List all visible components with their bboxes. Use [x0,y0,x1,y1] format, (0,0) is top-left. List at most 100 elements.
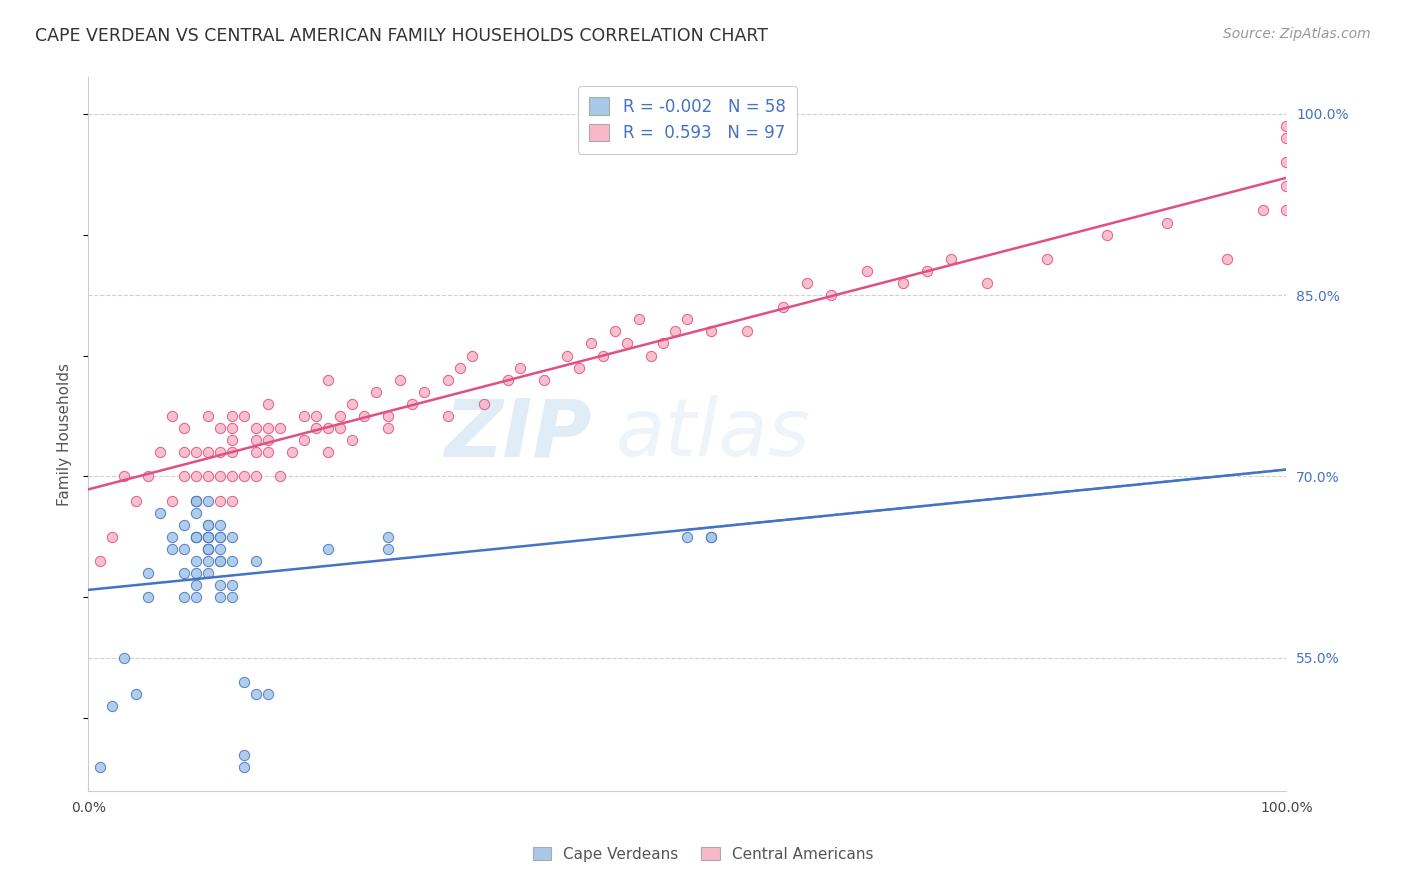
Point [735,324,758,338]
Point [568,360,591,375]
Point [136,591,159,605]
Point [533,373,555,387]
Point [197,541,219,556]
Point [173,517,195,532]
Point [208,517,231,532]
Point [232,409,254,423]
Point [281,445,304,459]
Point [89,554,111,568]
Point [257,397,280,411]
Point [269,469,291,483]
Point [232,675,254,690]
Point [1156,215,1178,229]
Point [184,493,207,508]
Point [197,530,219,544]
Point [329,409,352,423]
Point [1275,119,1298,133]
Point [628,312,651,326]
Point [184,445,207,459]
Legend: R = -0.002   N = 58, R =  0.593   N = 97: R = -0.002 N = 58, R = 0.593 N = 97 [578,86,797,153]
Text: CAPE VERDEAN VS CENTRAL AMERICAN FAMILY HOUSEHOLDS CORRELATION CHART: CAPE VERDEAN VS CENTRAL AMERICAN FAMILY … [35,27,768,45]
Point [160,530,183,544]
Point [184,530,207,544]
Point [605,324,627,338]
Point [976,276,998,290]
Point [1215,252,1237,266]
Point [269,421,291,435]
Point [257,433,280,447]
Point [197,541,219,556]
Point [1275,203,1298,218]
Point [221,409,243,423]
Point [208,541,231,556]
Point [101,530,124,544]
Point [557,349,579,363]
Point [184,530,207,544]
Point [1275,131,1298,145]
Point [592,349,614,363]
Point [700,530,723,544]
Point [509,360,531,375]
Point [184,554,207,568]
Point [316,421,339,435]
Point [245,433,267,447]
Point [221,530,243,544]
Point [496,373,519,387]
Point [700,324,723,338]
Point [208,469,231,483]
Point [208,554,231,568]
Point [221,469,243,483]
Point [173,566,195,581]
Point [208,554,231,568]
Point [136,469,159,483]
Point [616,336,638,351]
Point [208,591,231,605]
Point [257,445,280,459]
Point [208,578,231,592]
Text: ZIP: ZIP [444,395,592,473]
Point [197,517,219,532]
Point [184,493,207,508]
Point [232,747,254,762]
Point [820,288,842,302]
Point [208,421,231,435]
Point [316,445,339,459]
Point [340,433,363,447]
Point [1275,179,1298,194]
Point [232,469,254,483]
Point [676,312,699,326]
Point [449,360,471,375]
Point [292,433,315,447]
Point [772,300,794,314]
Point [197,541,219,556]
Point [329,421,352,435]
Point [221,445,243,459]
Point [173,591,195,605]
Point [305,409,328,423]
Text: atlas: atlas [616,395,810,473]
Point [412,384,434,399]
Point [915,264,938,278]
Point [197,409,219,423]
Point [197,566,219,581]
Point [377,541,399,556]
Point [184,530,207,544]
Point [1251,203,1274,218]
Point [388,373,411,387]
Point [221,591,243,605]
Point [221,433,243,447]
Point [136,566,159,581]
Point [1095,227,1118,242]
Point [197,517,219,532]
Point [700,530,723,544]
Point [340,397,363,411]
Point [353,409,375,423]
Point [377,409,399,423]
Point [208,530,231,544]
Point [184,506,207,520]
Point [221,493,243,508]
Point [796,276,818,290]
Point [184,566,207,581]
Point [257,421,280,435]
Point [197,530,219,544]
